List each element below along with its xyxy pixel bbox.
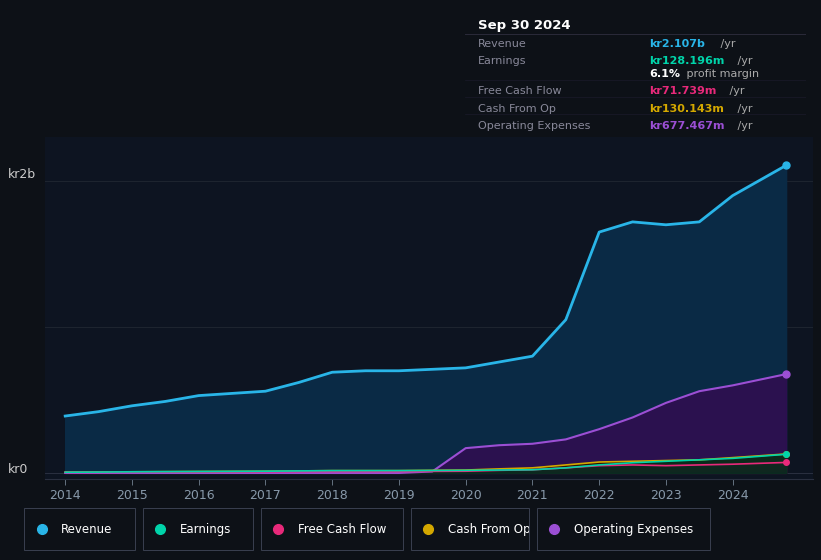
Text: Operating Expenses: Operating Expenses: [574, 522, 693, 536]
Text: Operating Expenses: Operating Expenses: [479, 121, 591, 131]
Text: /yr: /yr: [718, 39, 736, 49]
Text: 6.1%: 6.1%: [649, 69, 680, 79]
Text: profit margin: profit margin: [683, 69, 759, 79]
Text: /yr: /yr: [726, 86, 745, 96]
Text: kr71.739m: kr71.739m: [649, 86, 717, 96]
Text: kr2.107b: kr2.107b: [649, 39, 705, 49]
Text: Revenue: Revenue: [479, 39, 527, 49]
Text: kr677.467m: kr677.467m: [649, 121, 725, 131]
Text: Earnings: Earnings: [479, 56, 527, 66]
Text: kr130.143m: kr130.143m: [649, 104, 724, 114]
Text: Free Cash Flow: Free Cash Flow: [298, 522, 386, 536]
Text: kr128.196m: kr128.196m: [649, 56, 724, 66]
Text: kr2b: kr2b: [8, 168, 36, 181]
Text: Earnings: Earnings: [180, 522, 231, 536]
Text: Cash From Op: Cash From Op: [479, 104, 556, 114]
Text: /yr: /yr: [735, 56, 753, 66]
Text: Free Cash Flow: Free Cash Flow: [479, 86, 562, 96]
Text: /yr: /yr: [735, 104, 753, 114]
Text: Revenue: Revenue: [62, 522, 112, 536]
Text: kr0: kr0: [8, 463, 29, 476]
Text: Sep 30 2024: Sep 30 2024: [479, 19, 571, 32]
Text: Cash From Op: Cash From Op: [447, 522, 530, 536]
Text: /yr: /yr: [735, 121, 753, 131]
